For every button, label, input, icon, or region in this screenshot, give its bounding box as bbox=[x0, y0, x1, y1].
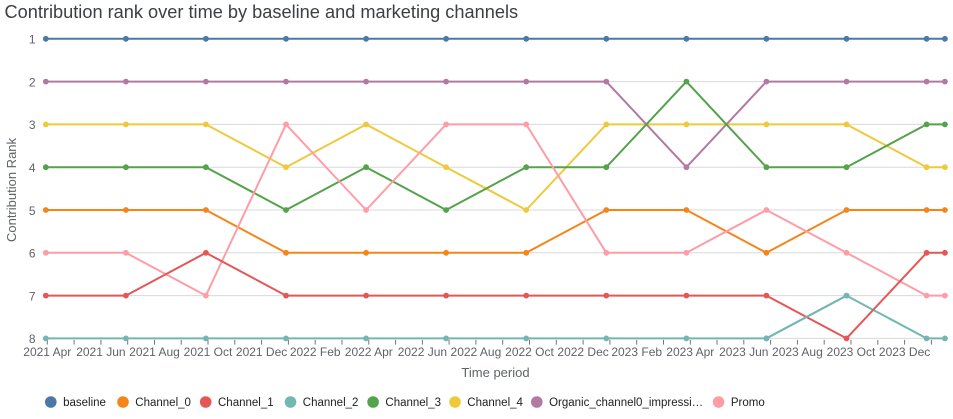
svg-text:3: 3 bbox=[29, 118, 36, 132]
svg-text:Promo: Promo bbox=[731, 397, 765, 409]
svg-text:2022 Jun: 2022 Jun bbox=[398, 345, 447, 359]
svg-text:Channel_4: Channel_4 bbox=[467, 397, 523, 409]
svg-text:Channel_2: Channel_2 bbox=[303, 397, 359, 409]
svg-text:2021 Oct: 2021 Oct bbox=[184, 345, 233, 359]
svg-text:1: 1 bbox=[29, 33, 36, 47]
svg-text:6: 6 bbox=[29, 247, 36, 261]
svg-text:2023 Aug: 2023 Aug bbox=[772, 345, 823, 359]
svg-text:2023 Jun: 2023 Jun bbox=[719, 345, 768, 359]
svg-text:Time period: Time period bbox=[461, 365, 529, 380]
svg-text:Channel_1: Channel_1 bbox=[218, 397, 274, 409]
svg-text:Channel_0: Channel_0 bbox=[135, 397, 191, 409]
svg-text:2022 Apr: 2022 Apr bbox=[345, 345, 393, 359]
svg-text:2021 Aug: 2021 Aug bbox=[129, 345, 180, 359]
svg-text:2023 Oct: 2023 Oct bbox=[827, 345, 876, 359]
svg-text:2023 Feb: 2023 Feb bbox=[611, 345, 662, 359]
svg-text:2023 Dec: 2023 Dec bbox=[879, 345, 930, 359]
svg-text:2023 Apr: 2023 Apr bbox=[666, 345, 714, 359]
svg-text:2021 Apr: 2021 Apr bbox=[23, 345, 71, 359]
svg-text:baseline: baseline bbox=[63, 397, 106, 409]
svg-text:Organic_channel0_impressi…: Organic_channel0_impressi… bbox=[549, 397, 703, 409]
svg-text:2021 Dec: 2021 Dec bbox=[236, 345, 287, 359]
svg-text:2: 2 bbox=[29, 75, 36, 89]
svg-text:Contribution Rank: Contribution Rank bbox=[4, 137, 19, 242]
svg-text:2022 Dec: 2022 Dec bbox=[557, 345, 608, 359]
svg-text:7: 7 bbox=[29, 289, 36, 303]
svg-text:Contribution rank over time by: Contribution rank over time by baseline … bbox=[5, 2, 519, 22]
svg-text:2022 Feb: 2022 Feb bbox=[290, 345, 341, 359]
svg-text:8: 8 bbox=[29, 332, 36, 346]
svg-text:2022 Aug: 2022 Aug bbox=[451, 345, 502, 359]
svg-text:Channel_3: Channel_3 bbox=[385, 397, 441, 409]
svg-text:5: 5 bbox=[29, 204, 36, 218]
svg-text:2022 Oct: 2022 Oct bbox=[505, 345, 554, 359]
svg-text:2021 Jun: 2021 Jun bbox=[76, 345, 125, 359]
svg-text:4: 4 bbox=[29, 161, 36, 175]
